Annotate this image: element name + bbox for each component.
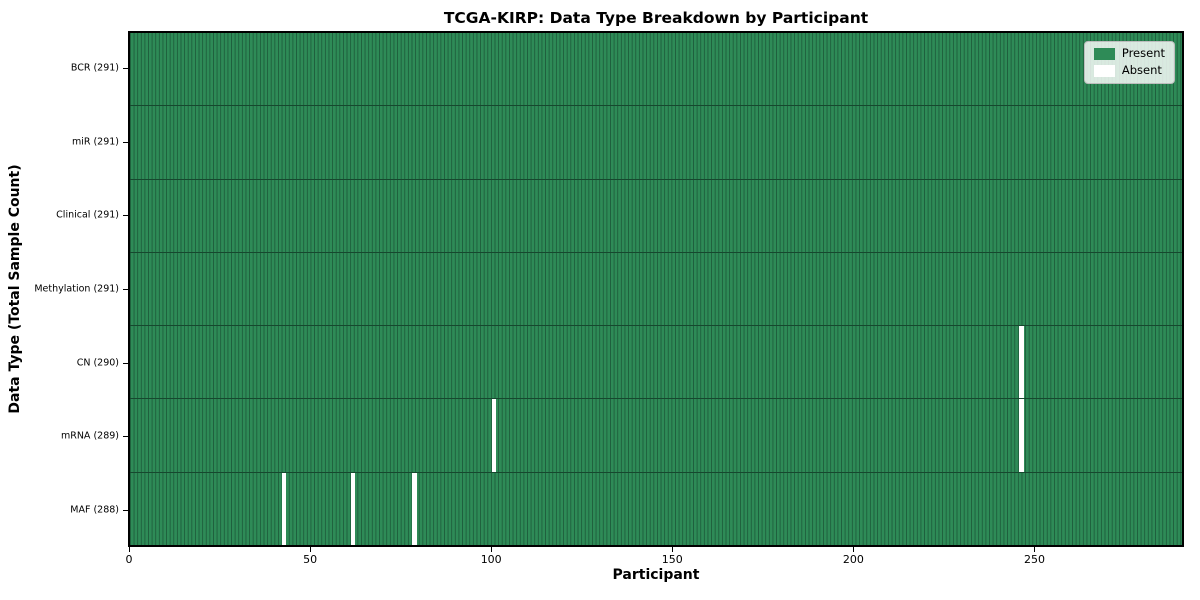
y-tick-mark bbox=[123, 362, 128, 364]
y-tick-mark bbox=[123, 67, 128, 69]
y-axis: BCR (291) miR (291) Clinical (291) Methylat… bbox=[0, 31, 128, 547]
y-tick-label-Clinical: Clinical (291) bbox=[56, 209, 119, 221]
x-tick-label: 0 bbox=[125, 553, 133, 566]
x-tick-mark bbox=[672, 547, 674, 552]
legend-label: Present bbox=[1121, 46, 1165, 61]
plot-area: Present Absent bbox=[128, 31, 1184, 547]
x-tick-label: 50 bbox=[303, 553, 318, 566]
y-tick-mark bbox=[123, 215, 128, 217]
legend-swatch-present bbox=[1093, 48, 1115, 60]
x-tick-label: 150 bbox=[661, 553, 683, 566]
y-tick-label-MAF: MAF (288) bbox=[70, 504, 119, 516]
heatmap-rows bbox=[130, 33, 1182, 545]
legend-swatch-absent bbox=[1093, 65, 1115, 77]
heatmap-row-mRNA bbox=[130, 398, 1182, 472]
x-tick-mark bbox=[1034, 547, 1036, 552]
x-tick-label: 200 bbox=[842, 553, 864, 566]
heatmap-row-Clinical bbox=[130, 178, 1182, 252]
heatmap-row-Methylation bbox=[130, 251, 1182, 326]
chart-title: TCGA-KIRP: Data Type Breakdown by Partic… bbox=[443, 9, 869, 27]
y-tick-label-mRNA: mRNA (289) bbox=[60, 430, 119, 442]
absent-cell bbox=[350, 472, 356, 545]
heatmap-row-CN bbox=[130, 325, 1182, 399]
x-tick-mark bbox=[129, 547, 130, 552]
x-tick-mark bbox=[491, 547, 493, 552]
x-tick-label: 100 bbox=[480, 553, 502, 566]
absent-cell bbox=[491, 399, 497, 472]
legend: Present Absent bbox=[1083, 41, 1175, 84]
absent-cell bbox=[1019, 326, 1024, 399]
x-tick-label: 250 bbox=[1023, 553, 1045, 566]
legend-label: Absent bbox=[1121, 63, 1162, 78]
y-tick-label-CN: CN (290) bbox=[76, 357, 119, 369]
y-tick-label-BCR: BCR (291) bbox=[70, 62, 119, 74]
y-tick-mark bbox=[123, 141, 128, 143]
y-tick-mark bbox=[123, 289, 128, 290]
x-tick-mark bbox=[310, 547, 312, 552]
heatmap-row-BCR bbox=[130, 33, 1182, 106]
absent-cell bbox=[1019, 399, 1024, 472]
legend-item-present: Present bbox=[1093, 46, 1165, 61]
x-tick-mark bbox=[853, 547, 855, 552]
y-tick-label-miR: miR (291) bbox=[71, 136, 119, 148]
y-tick-mark bbox=[123, 436, 128, 438]
y-tick-label-Methylation: Methylation (291) bbox=[34, 283, 119, 295]
absent-cell bbox=[411, 472, 417, 545]
absent-cell bbox=[281, 472, 287, 545]
heatmap-row-miR bbox=[130, 105, 1182, 179]
x-axis: 0 50 100 150 200 250 bbox=[125, 547, 1183, 581]
y-tick-mark bbox=[123, 510, 128, 512]
heatmap-row-MAF bbox=[130, 471, 1182, 545]
x-axis-label: Participant bbox=[612, 567, 700, 583]
legend-item-absent: Absent bbox=[1093, 63, 1165, 78]
